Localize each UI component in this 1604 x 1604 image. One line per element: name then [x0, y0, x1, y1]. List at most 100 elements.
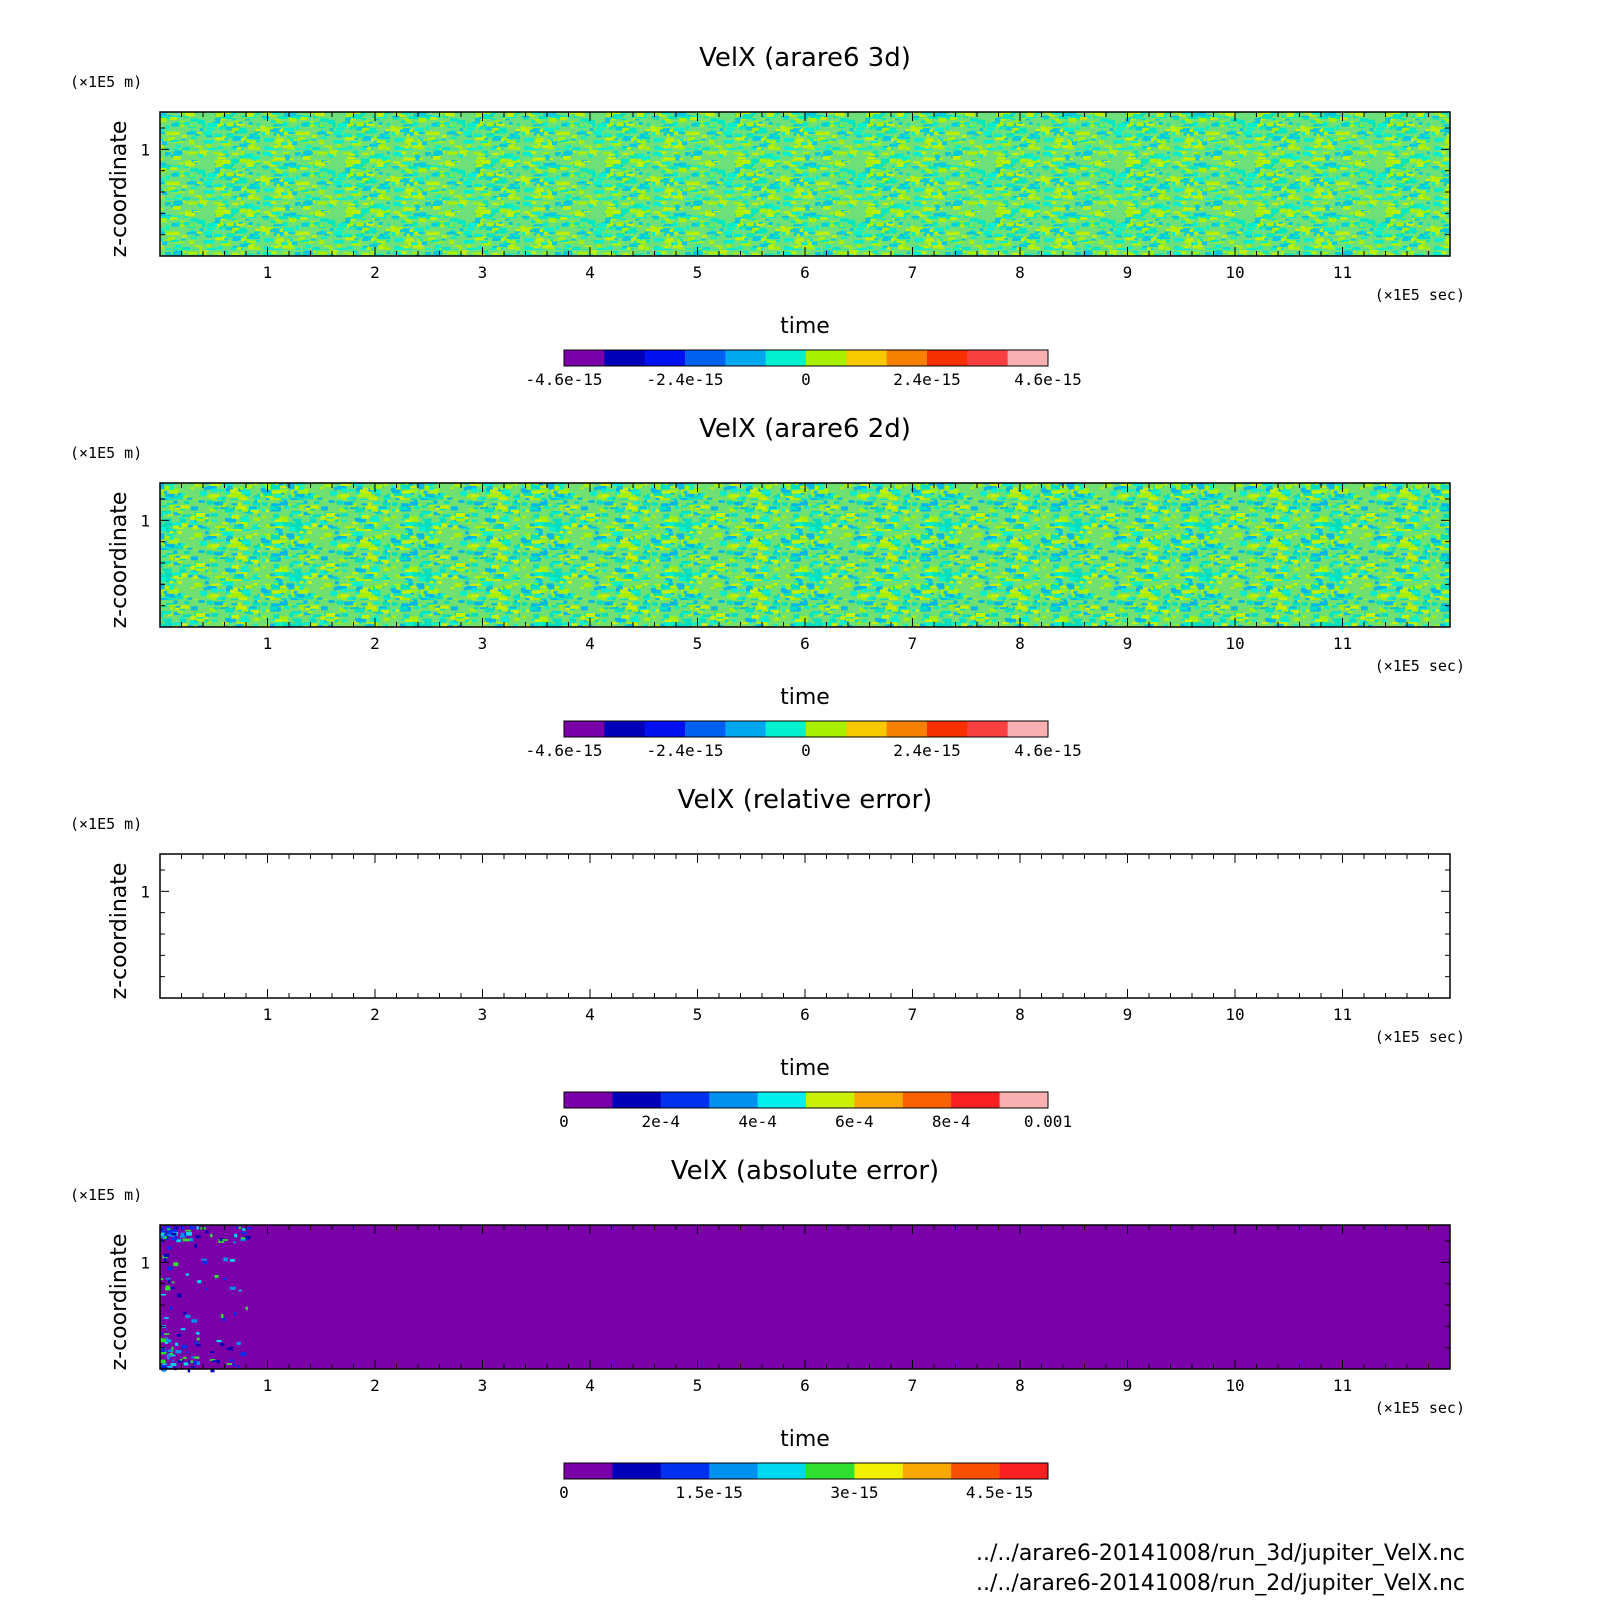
x-tick-label: 9 [1123, 263, 1133, 282]
colorbar-label: 0 [801, 370, 811, 389]
x-unit-label: (×1E5 sec) [1375, 657, 1465, 675]
x-tick-label: 8 [1015, 263, 1025, 282]
panel-title: VelX (arare6 3d) [699, 43, 911, 73]
colorbar-swatch [967, 350, 1009, 366]
colorbar-label: 0 [559, 1483, 569, 1502]
panel-1: VelX (arare6 3d)(×1E5 m)1 2 3 4 5 6 7 8 9 10 111z-… [70, 43, 1465, 389]
x-tick-label: 5 [693, 1376, 703, 1395]
colorbar: 0 1.5e-15 3e-15 4.5e-15 [559, 1462, 1049, 1502]
x-tick-label: 4 [585, 634, 595, 653]
x-tick-label: 4 [585, 1376, 595, 1395]
colorbar-swatch [612, 1092, 662, 1108]
x-tick-label: 10 [1225, 1005, 1244, 1024]
x-tick-label: 7 [908, 1005, 918, 1024]
colorbar-label: -4.6e-15 [525, 370, 602, 389]
colorbar: -4.6e-15 -2.4e-15 0 2.4e-15 4.6e-15 [525, 720, 1082, 760]
x-tick-label: 4 [585, 263, 595, 282]
colorbar-swatch [951, 1092, 1001, 1108]
x-tick-label: 11 [1333, 1005, 1352, 1024]
colorbar-swatch [612, 1463, 662, 1479]
colorbar-swatch [564, 350, 605, 366]
colorbar-swatch [1007, 721, 1049, 737]
x-tick-label: 3 [478, 634, 488, 653]
file-paths: ../../arare6-20141008/run_3d/jupiter_Vel… [976, 1541, 1465, 1596]
colorbar-label: 2e-4 [642, 1112, 681, 1131]
colorbar-label: 4e-4 [738, 1112, 777, 1131]
x-axis-label: time [780, 685, 830, 710]
colorbar-swatch [806, 350, 847, 366]
colorbar-swatch [846, 350, 888, 366]
x-tick-label: 1 [263, 634, 273, 653]
panel-title: VelX (arare6 2d) [699, 414, 911, 444]
x-tick-label: 6 [800, 634, 810, 653]
x-tick-label: 3 [478, 1376, 488, 1395]
colorbar-label: 0.001 [1024, 1112, 1072, 1131]
x-tick-label: 7 [908, 634, 918, 653]
x-unit-label: (×1E5 sec) [1375, 1028, 1465, 1046]
y-axis-label: z-coordinate [107, 1234, 132, 1371]
colorbar-swatch [967, 721, 1009, 737]
x-tick-label: 8 [1015, 634, 1025, 653]
x-tick-label: 1 [263, 1005, 273, 1024]
colorbar-swatch [765, 721, 807, 737]
x-tick-label: 6 [800, 1376, 810, 1395]
colorbar-swatch [902, 1463, 952, 1479]
colorbar-label: 6e-4 [835, 1112, 874, 1131]
x-tick-label: 11 [1333, 263, 1352, 282]
colorbar-label: 4.6e-15 [1014, 370, 1081, 389]
x-axis-label: time [780, 1056, 830, 1081]
colorbar-swatch [757, 1463, 807, 1479]
heatmap-field [160, 854, 1450, 998]
x-tick-label: 10 [1225, 263, 1244, 282]
x-tick-label: 5 [693, 1005, 703, 1024]
colorbar-swatch [951, 1463, 1001, 1479]
colorbar-swatch [999, 1463, 1049, 1479]
colorbar-swatch [846, 721, 888, 737]
x-unit-label: (×1E5 sec) [1375, 1399, 1465, 1417]
x-tick-label: 9 [1123, 1376, 1133, 1395]
colorbar-label: 0 [559, 1112, 569, 1131]
y-tick-label: 1 [140, 1253, 150, 1272]
x-axis-label: time [780, 1427, 830, 1452]
colorbar-label: -2.4e-15 [646, 370, 723, 389]
colorbar-swatch [604, 350, 646, 366]
colorbar-swatch [604, 721, 646, 737]
colorbar-swatch [806, 1463, 855, 1479]
x-tick-label: 5 [693, 263, 703, 282]
y-unit-label: (×1E5 m) [70, 815, 142, 833]
y-axis-label: z-coordinate [107, 121, 132, 258]
colorbar-swatch [660, 1092, 710, 1108]
panel-title: VelX (absolute error) [671, 1156, 939, 1186]
colorbar-swatch [927, 350, 968, 366]
colorbar-swatch [886, 350, 928, 366]
y-axis-label: z-coordinate [107, 492, 132, 629]
x-tick-label: 11 [1333, 1376, 1352, 1395]
colorbar-label: 4.5e-15 [966, 1483, 1033, 1502]
colorbar-label: 2.4e-15 [893, 741, 960, 760]
colorbar-swatch [765, 350, 807, 366]
colorbar-swatch [927, 721, 968, 737]
x-tick-label: 1 [263, 263, 273, 282]
colorbar-label: 3e-15 [830, 1483, 878, 1502]
colorbar-label: 2.4e-15 [893, 370, 960, 389]
y-tick-label: 1 [140, 882, 150, 901]
x-tick-label: 7 [908, 1376, 918, 1395]
colorbar-swatch [806, 721, 847, 737]
colorbar-label: 8e-4 [932, 1112, 971, 1131]
x-tick-label: 2 [370, 634, 380, 653]
colorbar-label: 4.6e-15 [1014, 741, 1081, 760]
y-unit-label: (×1E5 m) [70, 1186, 142, 1204]
y-axis-label: z-coordinate [107, 863, 132, 1000]
x-tick-label: 2 [370, 1376, 380, 1395]
file-path-3d: ../../arare6-20141008/run_3d/jupiter_Vel… [976, 1541, 1465, 1566]
y-unit-label: (×1E5 m) [70, 73, 142, 91]
colorbar-label: -4.6e-15 [525, 741, 602, 760]
heatmap-field [160, 483, 1450, 627]
x-tick-label: 5 [693, 634, 703, 653]
x-tick-label: 11 [1333, 634, 1352, 653]
colorbar-swatch [564, 721, 605, 737]
x-axis-label: time [780, 314, 830, 339]
colorbar-swatch [757, 1092, 807, 1108]
heatmap-field [160, 1225, 1450, 1369]
x-unit-label: (×1E5 sec) [1375, 286, 1465, 304]
